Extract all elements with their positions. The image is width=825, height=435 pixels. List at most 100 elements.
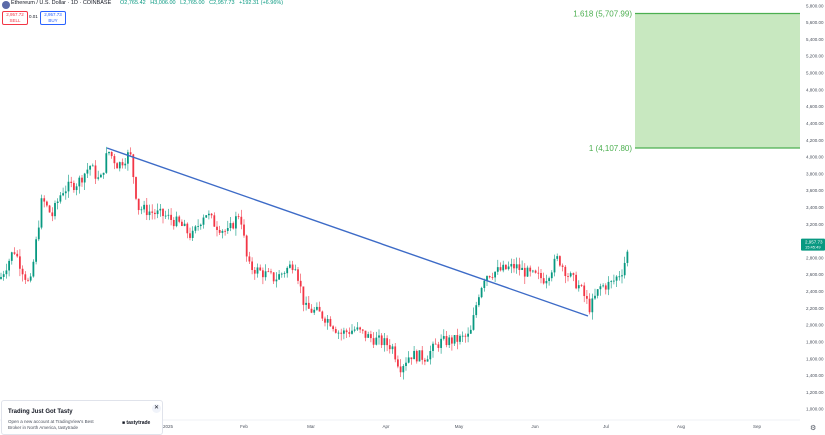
symbol-title[interactable]: Ethereum / U.S. Dollar · 1D · COINBASE xyxy=(11,0,112,6)
candle xyxy=(189,227,191,241)
candle xyxy=(256,263,259,278)
candle xyxy=(262,267,264,285)
candle xyxy=(73,180,75,193)
candle xyxy=(224,229,226,236)
fib-zone[interactable] xyxy=(635,13,800,149)
candle xyxy=(442,329,445,341)
candle xyxy=(56,198,59,210)
candle xyxy=(453,335,456,346)
trendline[interactable] xyxy=(106,147,589,317)
candle xyxy=(267,267,270,273)
ethereum-icon xyxy=(2,1,10,9)
candle xyxy=(456,328,459,350)
candle xyxy=(240,209,243,230)
close-icon[interactable]: ✕ xyxy=(152,404,161,413)
candle xyxy=(283,271,286,278)
candle xyxy=(137,198,140,215)
candle xyxy=(534,269,537,274)
candle xyxy=(451,335,453,351)
candle xyxy=(10,251,13,265)
candle xyxy=(113,153,116,170)
candle xyxy=(575,271,577,290)
candle xyxy=(199,223,202,230)
price-tick-label: 3,800.00 xyxy=(806,171,824,176)
candle xyxy=(413,345,415,360)
candle xyxy=(596,288,599,299)
candle xyxy=(237,213,240,220)
candle xyxy=(2,270,5,281)
candle xyxy=(151,204,154,220)
open-value: O2,765.42 xyxy=(120,0,146,6)
time-tick-label: Apr xyxy=(382,424,390,429)
candle xyxy=(491,272,494,280)
candle xyxy=(545,274,548,289)
price-tick-label: 3,200.00 xyxy=(806,222,824,227)
candle xyxy=(372,332,375,348)
candle xyxy=(170,208,172,226)
fibonacci-extension[interactable]: 1.618 (5,707.99) 1 (4,107.80) xyxy=(573,10,800,154)
candle xyxy=(550,270,553,282)
candle xyxy=(291,260,294,274)
candle xyxy=(191,226,194,241)
candle xyxy=(116,161,118,169)
candle xyxy=(383,332,386,352)
candle xyxy=(510,258,513,274)
candle xyxy=(542,272,545,285)
price-axis-bg[interactable] xyxy=(800,0,825,420)
time-tick-label: Aug xyxy=(677,424,686,429)
candle xyxy=(418,350,421,362)
candle xyxy=(81,174,83,187)
candle xyxy=(259,264,262,271)
candle xyxy=(280,272,283,278)
candle xyxy=(348,327,351,338)
candle xyxy=(62,187,64,197)
candle xyxy=(540,268,542,284)
candle xyxy=(175,211,178,228)
promo-banner[interactable]: Trading Just Got Tasty Open a new accoun… xyxy=(1,400,163,435)
candle xyxy=(334,326,337,334)
buy-button[interactable]: 2,957.73 BUY xyxy=(40,11,66,25)
candle xyxy=(159,204,162,217)
candle xyxy=(8,258,10,277)
symbol-header: Ethereum / U.S. Dollar · 1D · COINBASE O… xyxy=(0,0,800,10)
sell-price: 2,957.72 xyxy=(6,12,24,17)
candle xyxy=(529,265,532,277)
candle xyxy=(618,271,621,281)
candle xyxy=(226,220,229,234)
price-tick-label: 1,000.00 xyxy=(806,407,824,412)
candle xyxy=(375,331,378,346)
candle xyxy=(253,267,256,280)
buy-price: 2,957.73 xyxy=(44,12,62,17)
candle xyxy=(559,255,561,267)
candle xyxy=(370,330,372,343)
candle xyxy=(89,165,91,176)
gear-icon[interactable]: ⚙ xyxy=(810,425,817,432)
candle xyxy=(345,328,348,339)
candle xyxy=(567,272,569,282)
candle xyxy=(623,256,626,279)
candle xyxy=(91,163,94,167)
candle xyxy=(326,314,329,330)
candle xyxy=(353,326,356,333)
candle xyxy=(583,282,586,303)
candle xyxy=(148,204,151,221)
candle xyxy=(13,247,16,256)
price-axis[interactable]: 5,800.00 5,600.00 5,400.00 5,200.00 5,000.00… xyxy=(800,0,825,420)
price-tick-label: 2,600.00 xyxy=(806,272,824,277)
candle xyxy=(402,364,405,380)
candle xyxy=(577,280,580,292)
sell-button[interactable]: 2,957.72 SELL xyxy=(2,11,28,25)
candle xyxy=(264,264,267,281)
candle xyxy=(507,261,510,271)
candle xyxy=(478,294,480,308)
candle xyxy=(316,302,318,311)
candle xyxy=(469,325,472,335)
candle xyxy=(356,322,359,332)
price-tick-label: 4,400.00 xyxy=(806,121,824,126)
buy-label: BUY xyxy=(48,17,58,23)
candle xyxy=(561,263,564,272)
candle xyxy=(154,209,156,220)
price-tick-label: 5,600.00 xyxy=(806,20,824,25)
